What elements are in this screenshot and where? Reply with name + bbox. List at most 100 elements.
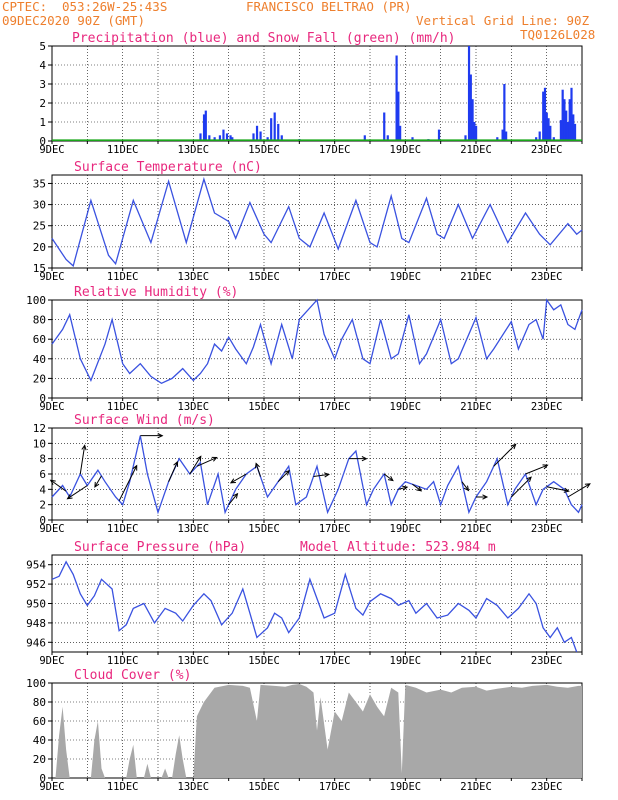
wind-vector-head	[323, 472, 331, 478]
x-tick-label: 23DEC	[531, 655, 563, 667]
precip-bar	[280, 135, 283, 141]
precip-bar	[538, 131, 541, 141]
y-tick-label: 80	[33, 314, 46, 327]
panel-title: Relative Humidity (%)	[74, 285, 238, 300]
x-tick-label: 15DEC	[248, 144, 280, 156]
wind-vector	[79, 445, 86, 475]
precip-bar	[570, 87, 573, 141]
wind-vector-head	[66, 494, 73, 500]
wind-vector	[412, 483, 422, 492]
precip-bar	[252, 133, 255, 141]
x-tick-label: 13DEC	[178, 401, 210, 413]
x-tick-label: 9DEC	[39, 401, 64, 413]
chart-header: CPTEC: 053:26W-25:43S FRANCISCO BELTRAO …	[0, 0, 618, 48]
x-tick-label: 23DEC	[531, 401, 563, 413]
wind-vector-head	[402, 485, 409, 491]
precip-bar	[255, 125, 259, 141]
x-tick-label: 21DEC	[460, 271, 492, 283]
precip-bar	[473, 122, 476, 141]
y-tick-label: 946	[26, 636, 46, 649]
wind-vector-head	[526, 476, 532, 483]
wind-vector	[383, 473, 394, 482]
x-tick-label: 13DEC	[178, 781, 210, 793]
precip-bar	[399, 125, 402, 141]
wind-vector-head	[173, 460, 179, 467]
precip-bar	[471, 99, 474, 141]
wind-vector	[230, 473, 247, 484]
precip-bar	[549, 125, 552, 141]
x-tick-label: 9DEC	[39, 271, 64, 283]
wind-vector-head	[584, 483, 591, 489]
precip-bar	[270, 118, 273, 141]
x-tick-label: 17DEC	[319, 523, 351, 535]
precip-bar	[545, 112, 548, 141]
precip-bar	[572, 114, 575, 141]
y-tick-label: 100	[26, 294, 46, 307]
x-tick-label: 23DEC	[531, 523, 563, 535]
x-tick-label: 19DEC	[390, 144, 422, 156]
precip-bar	[213, 137, 216, 141]
wind-vector-head	[361, 456, 368, 462]
y-tick-label: 4	[39, 483, 46, 496]
wind-vector	[94, 475, 102, 488]
x-tick-label: 11DEC	[107, 401, 139, 413]
precip-bar	[464, 135, 467, 141]
y-tick-label: 30	[33, 199, 46, 212]
series-line	[51, 435, 583, 515]
precip-bar	[222, 129, 225, 141]
precip-bar	[411, 137, 414, 141]
x-tick-label: 15DEC	[248, 401, 280, 413]
x-tick-label: 15DEC	[248, 271, 280, 283]
y-tick-label: 3	[39, 78, 46, 91]
coordinates-label: 053:26W-25:43S	[62, 0, 168, 14]
precip-bar	[199, 133, 202, 141]
wind-vector	[398, 486, 408, 490]
x-tick-label: 21DEC	[460, 523, 492, 535]
precip-bar	[397, 91, 400, 141]
run-label: 09DEC2020 90Z (GMT)	[2, 13, 145, 28]
wind-vector	[493, 443, 517, 467]
wind-vector-head	[232, 492, 239, 499]
x-tick-label: 17DEC	[319, 401, 351, 413]
precip-bar	[259, 131, 262, 141]
x-tick-label: 9DEC	[39, 144, 64, 156]
wind-vector-head	[81, 444, 87, 451]
x-tick-label: 13DEC	[178, 144, 210, 156]
precip-bar	[566, 122, 570, 141]
x-tick-label: 17DEC	[319, 144, 351, 156]
wind-vector	[546, 486, 569, 492]
x-tick-label: 11DEC	[107, 781, 139, 793]
panel-annotation: Model Altitude: 523.984 m	[300, 540, 496, 555]
y-tick-label: 950	[26, 598, 46, 611]
wind-vector-head	[94, 481, 100, 488]
panel-title: Cloud Cover (%)	[74, 668, 191, 683]
y-tick-label: 0	[39, 135, 46, 148]
y-tick-label: 20	[33, 372, 46, 385]
precip-bar	[208, 135, 211, 141]
x-tick-label: 15DEC	[248, 781, 280, 793]
precip-bar	[503, 84, 506, 141]
y-tick-label: 952	[26, 578, 46, 591]
wind-vector-head	[196, 455, 202, 462]
precip-bar	[568, 99, 571, 141]
y-tick-label: 0	[39, 772, 46, 785]
wind-vector	[567, 483, 591, 498]
precip-bar	[277, 123, 280, 141]
precip-bar	[543, 87, 547, 141]
precip-bar	[225, 133, 229, 141]
precip-bar	[547, 118, 550, 141]
x-tick-label: 19DEC	[390, 781, 422, 793]
panel-1-frame	[51, 174, 583, 269]
wind-vector-head	[563, 487, 570, 493]
x-tick-label: 13DEC	[178, 655, 210, 667]
y-tick-label: 0	[39, 392, 46, 405]
x-tick-label: 17DEC	[319, 781, 351, 793]
panel-title: Surface Temperature (nC)	[74, 160, 262, 175]
y-tick-label: 2	[39, 97, 46, 110]
precip-bar	[266, 137, 269, 141]
x-tick-label: 9DEC	[39, 781, 64, 793]
series-line	[51, 298, 583, 385]
precip-bar	[204, 110, 207, 141]
panel-0-frame	[51, 45, 583, 142]
precip-bar	[437, 129, 441, 141]
